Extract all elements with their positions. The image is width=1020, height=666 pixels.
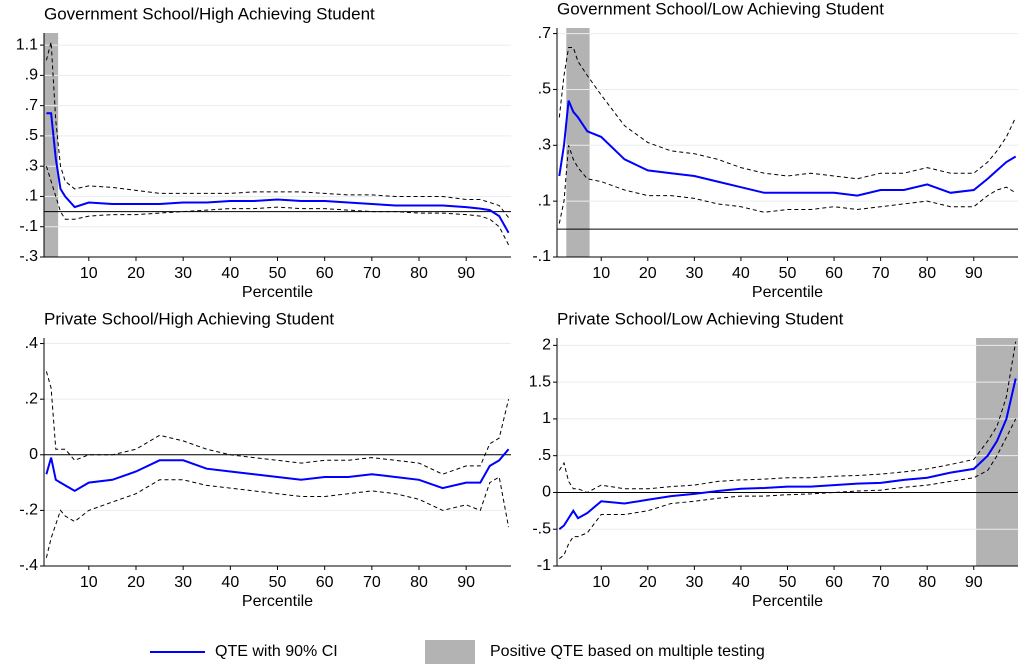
qte-line: [45, 448, 510, 493]
x-tick-label: 80: [410, 574, 428, 591]
y-tick-label: 0: [542, 484, 551, 501]
x-tick-label: 20: [639, 265, 657, 282]
x-tick-label: 60: [825, 574, 843, 591]
y-tick-label: .7: [538, 25, 551, 42]
x-tick-label: 70: [363, 265, 381, 282]
y-tick-label: 1.1: [16, 36, 38, 53]
chart-title: Private School/Low Achieving Student: [557, 309, 844, 328]
y-tick-label: -.5: [532, 520, 551, 537]
y-tick-label: .1: [538, 192, 551, 209]
x-tick-label: 60: [825, 265, 843, 282]
ci-line: [45, 371, 510, 475]
x-tick-label: 90: [965, 265, 983, 282]
x-tick-label: 10: [80, 574, 98, 591]
y-tick-label: -.3: [19, 248, 38, 265]
shade-band: [976, 338, 1018, 566]
legend-swatch: [425, 640, 475, 664]
x-tick-label: 40: [732, 265, 750, 282]
x-axis-label: Percentile: [752, 593, 823, 610]
ci-line: [45, 166, 510, 246]
x-tick-label: 30: [174, 574, 192, 591]
ci-line: [45, 41, 509, 218]
y-tick-label: 0: [29, 446, 38, 463]
shade-band: [44, 33, 59, 257]
x-tick-label: 40: [732, 574, 750, 591]
x-tick-label: 50: [269, 265, 287, 282]
y-tick-label: -.1: [532, 248, 551, 265]
y-tick-label: -.1: [19, 218, 38, 235]
x-tick-label: 90: [457, 265, 475, 282]
x-tick-label: 50: [269, 574, 287, 591]
y-tick-label: -.2: [19, 502, 38, 519]
qte-line: [558, 100, 1017, 197]
y-tick-label: .5: [538, 81, 551, 98]
x-tick-label: 40: [221, 574, 239, 591]
qte-line: [46, 112, 510, 234]
x-axis-label: Percentile: [752, 284, 823, 301]
ci-line: [45, 476, 510, 558]
x-tick-label: 80: [918, 574, 936, 591]
x-axis-label: Percentile: [242, 593, 313, 610]
qte-line: [558, 378, 1017, 530]
chart-title: Government School/High Achieving Student: [44, 4, 375, 23]
x-tick-label: 10: [592, 265, 610, 282]
y-tick-label: .3: [538, 137, 551, 154]
y-tick-label: 1.5: [529, 373, 551, 390]
x-tick-label: 30: [685, 265, 703, 282]
y-tick-label: .4: [25, 335, 38, 352]
legend-label: QTE with 90% CI: [215, 643, 338, 660]
y-tick-label: .7: [25, 97, 38, 114]
legend-label: Positive QTE based on multiple testing: [490, 643, 765, 660]
x-tick-label: 70: [363, 574, 381, 591]
x-tick-label: 30: [685, 574, 703, 591]
x-tick-label: 20: [127, 574, 145, 591]
x-tick-label: 40: [221, 265, 239, 282]
ci-line: [558, 341, 1017, 494]
x-tick-label: 20: [639, 574, 657, 591]
x-tick-label: 30: [174, 265, 192, 282]
ci-line: [558, 145, 1016, 224]
y-tick-label: .3: [25, 157, 38, 174]
y-tick-label: .2: [25, 390, 38, 407]
y-tick-label: 1: [542, 410, 551, 427]
x-tick-label: 60: [316, 574, 334, 591]
y-tick-label: .1: [25, 188, 38, 205]
y-tick-label: 2: [542, 337, 551, 354]
x-tick-label: 50: [779, 265, 797, 282]
x-tick-label: 20: [127, 265, 145, 282]
x-tick-label: 90: [457, 574, 475, 591]
x-tick-label: 70: [872, 265, 890, 282]
x-tick-label: 50: [779, 574, 797, 591]
x-tick-label: 60: [316, 265, 334, 282]
y-tick-label: .9: [25, 67, 38, 84]
chart-title: Private School/High Achieving Student: [44, 309, 334, 328]
x-tick-label: 90: [965, 574, 983, 591]
x-axis-label: Percentile: [242, 284, 313, 301]
chart-title: Government School/Low Achieving Student: [557, 0, 884, 18]
shade-band: [566, 28, 590, 257]
y-tick-label: -1: [537, 557, 551, 574]
ci-line: [558, 47, 1017, 180]
y-tick-label: .5: [25, 127, 38, 144]
x-tick-label: 10: [80, 265, 98, 282]
x-tick-label: 70: [872, 574, 890, 591]
x-tick-label: 10: [592, 574, 610, 591]
y-tick-label: -.4: [19, 557, 38, 574]
x-tick-label: 80: [918, 265, 936, 282]
y-tick-label: .5: [538, 447, 551, 464]
x-tick-label: 80: [410, 265, 428, 282]
